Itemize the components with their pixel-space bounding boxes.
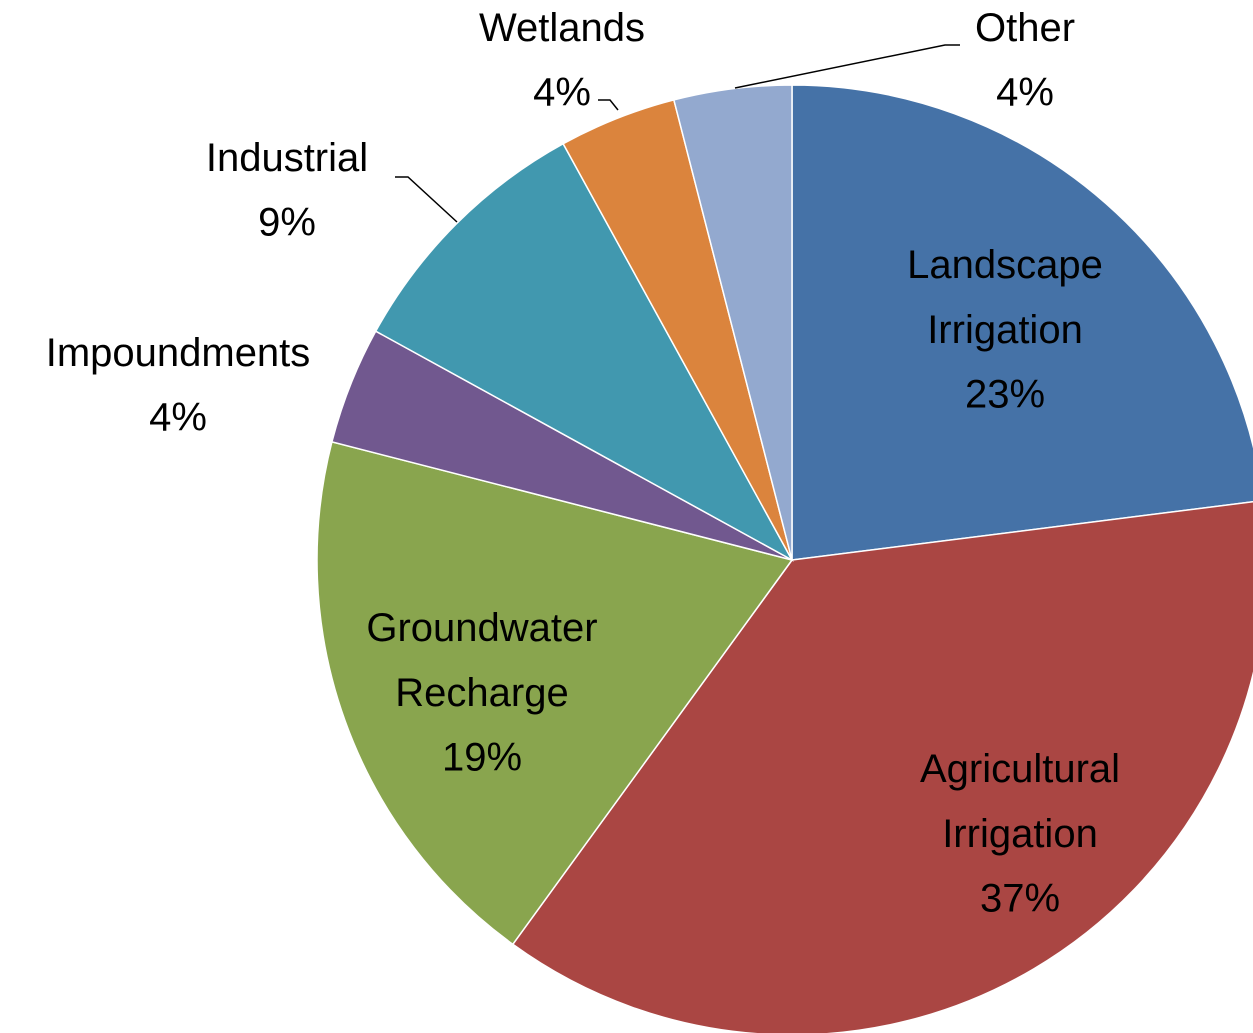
slice-value-label: 23% [965,373,1045,417]
slice-value-label: 4% [533,71,591,115]
slice-value-label: 9% [258,201,316,245]
leader-line [734,44,960,89]
pie-slice [316,440,794,946]
slice-label: Impoundments [46,331,311,375]
pie-slice [511,501,1253,1033]
slice-value-label: 4% [149,396,207,440]
pie-slice [791,84,1253,561]
slice-label: Other [975,6,1075,50]
slice-label: Industrial [206,136,368,180]
slice-label: Wetlands [479,6,645,50]
slice-value-label: 4% [996,71,1054,115]
pie-slice [374,142,794,562]
slice-label: Landscape Irrigation [907,243,1103,352]
slice-label: Agricultural Irrigation [920,747,1120,856]
slice-label: Groundwater Recharge [366,606,597,715]
slice-value-label: 37% [980,877,1060,921]
leader-line [395,176,458,223]
leader-line [598,99,619,111]
pie-slice [672,84,793,561]
slice-value-label: 19% [442,736,522,780]
